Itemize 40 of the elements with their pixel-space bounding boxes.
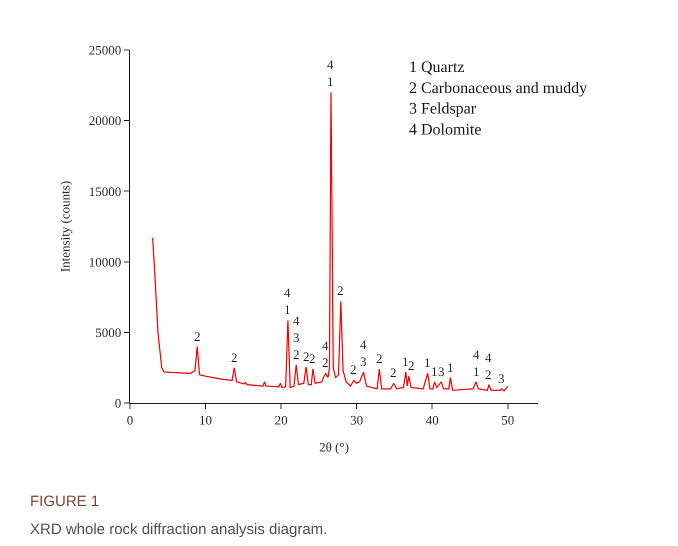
y-tick-label: 20000: [88, 113, 122, 128]
y-tick-label: 25000: [88, 42, 122, 58]
annotation: 2: [309, 351, 316, 366]
x-axis-title: 2θ (°): [319, 439, 349, 454]
annotation: 4 2: [322, 338, 329, 370]
annotation: 4 3 2: [293, 313, 300, 362]
x-tick-label: 40: [426, 412, 439, 428]
x-tick-label: 20: [274, 412, 288, 428]
x-tick-label: 10: [199, 412, 212, 428]
annotation: 2: [350, 362, 356, 377]
y-tick-label: 5000: [95, 324, 122, 340]
annotation: 2: [390, 365, 396, 380]
y-tick-label: 15000: [88, 184, 122, 199]
annotation: 1: [431, 364, 438, 379]
annotation: 2: [194, 329, 200, 344]
y-axis-title: Intensity (counts): [58, 180, 73, 272]
y-tick-label: 10000: [88, 254, 122, 270]
annotation: 2: [303, 349, 310, 364]
annotation: 2: [408, 358, 414, 373]
annotation: 3: [498, 371, 504, 386]
annotation: 1: [402, 354, 408, 369]
annotation: 2: [337, 283, 344, 298]
annotation: 3: [438, 364, 444, 379]
annotation: 4 1: [284, 285, 291, 317]
x-tick-label: 0: [126, 412, 134, 428]
x-tick-label: 50: [501, 412, 514, 428]
text: XRD whole rock diffraction analysis diagram.: [30, 521, 328, 538]
x-tick-label: 30: [350, 412, 364, 428]
line-series: [152, 92, 508, 392]
annotation: 1: [424, 355, 430, 370]
annotation: 4 1: [473, 347, 480, 379]
caption: FIGURE 1: [30, 493, 100, 510]
annotation: 1 Quartz 2 Carbonaceous and muddy 3 Feldspar 4 Dolomite: [409, 59, 588, 138]
annotation: 2: [376, 351, 382, 366]
annotation: 1: [447, 360, 454, 375]
annotation: 4 2: [485, 350, 492, 382]
annotation: 4 3: [360, 337, 367, 369]
annotation: 4 1: [327, 57, 334, 89]
annotation: 2: [231, 350, 238, 365]
y-tick-label: 0: [114, 396, 122, 411]
